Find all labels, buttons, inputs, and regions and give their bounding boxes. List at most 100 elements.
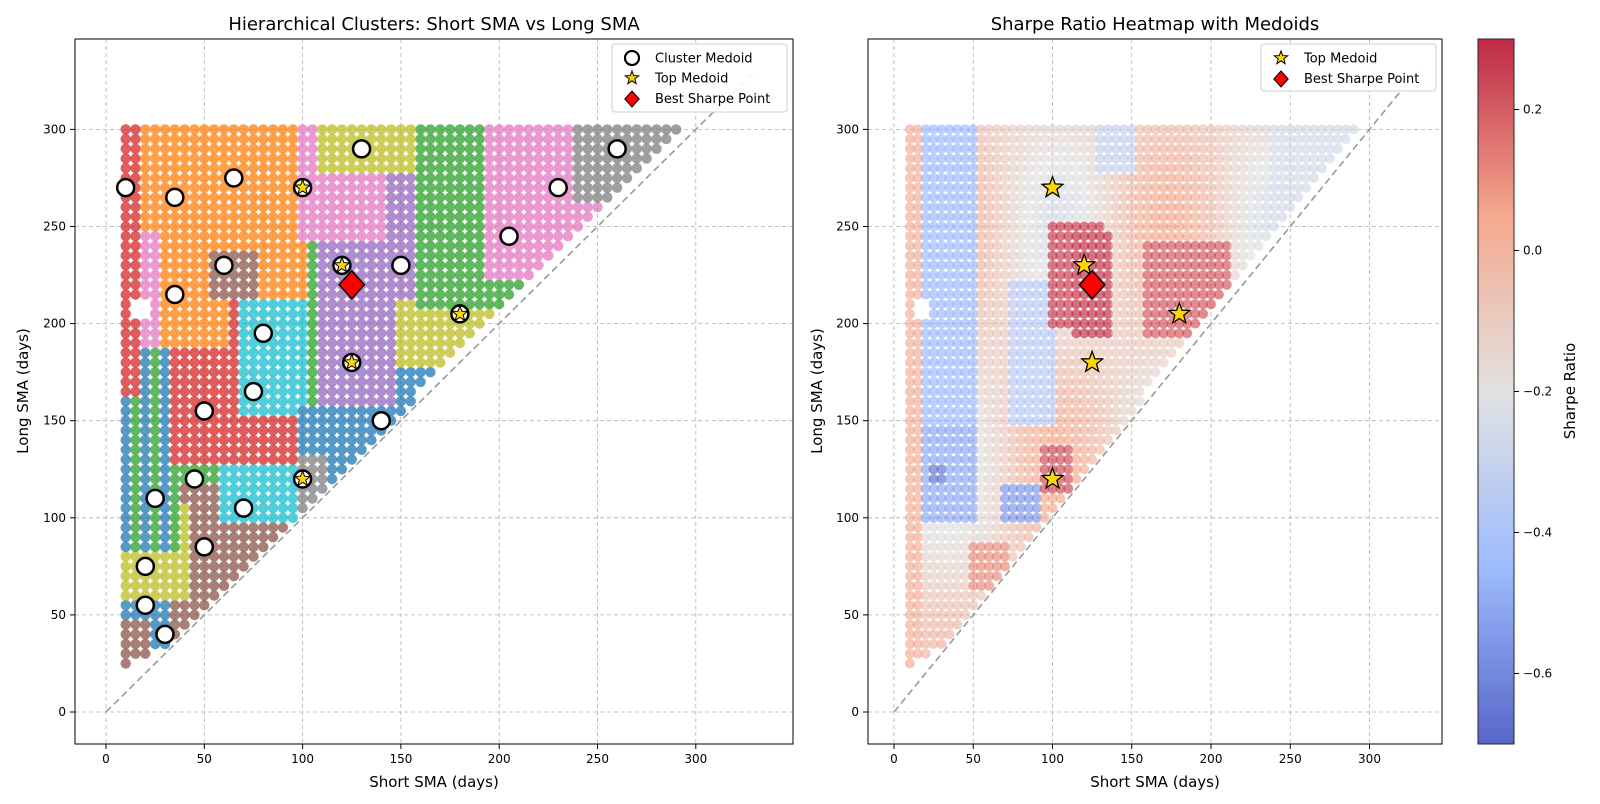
- heatmap-point: [1039, 173, 1050, 183]
- heatmap-point: [1039, 289, 1050, 300]
- scatter-point: [267, 396, 279, 407]
- heatmap-point: [1000, 425, 1010, 436]
- heatmap-point: [1166, 231, 1177, 242]
- heatmap-point: [1174, 182, 1185, 193]
- heatmap-point: [992, 396, 1002, 407]
- scatter-point: [405, 153, 416, 164]
- scatter-point: [307, 299, 318, 310]
- scatter-point: [120, 279, 131, 290]
- heatmap-point: [920, 182, 931, 193]
- scatter-point: [248, 512, 259, 523]
- heatmap-point: [1000, 318, 1010, 329]
- scatter-point: [356, 211, 367, 222]
- heatmap-point: [1348, 124, 1359, 135]
- scatter-point: [120, 405, 131, 417]
- scatter-point: [415, 182, 426, 193]
- heatmap-point: [992, 260, 1002, 271]
- scatter-point: [248, 201, 259, 213]
- heatmap-point: [936, 124, 947, 135]
- scatter-point: [425, 279, 436, 290]
- heatmap-point: [1000, 240, 1010, 251]
- scatter-point: [159, 473, 171, 485]
- heatmap-point: [904, 153, 915, 164]
- heatmap-point: [1206, 153, 1216, 164]
- heatmap-point: [904, 192, 915, 203]
- right-heatmap-points: [904, 124, 1359, 669]
- scatter-point: [120, 337, 131, 349]
- heatmap-point: [1126, 260, 1137, 271]
- scatter-point: [346, 425, 357, 436]
- scatter-point: [169, 318, 180, 329]
- heatmap-point: [952, 464, 963, 475]
- scatter-point: [376, 269, 387, 281]
- heatmap-point: [1055, 386, 1066, 397]
- heatmap-point: [928, 240, 939, 251]
- scatter-point: [326, 367, 338, 378]
- heatmap-point: [1110, 299, 1121, 310]
- heatmap-point: [944, 143, 955, 154]
- heatmap-point: [976, 522, 987, 533]
- scatter-point: [366, 124, 377, 135]
- scatter-point: [120, 201, 131, 213]
- scatter-point: [169, 269, 180, 281]
- scatter-point: [317, 308, 328, 320]
- cluster-medoid: [194, 537, 215, 557]
- scatter-point: [267, 192, 279, 203]
- scatter-point: [179, 454, 190, 465]
- scatter-point: [435, 163, 446, 174]
- scatter-point: [287, 163, 298, 174]
- heatmap-point: [1055, 338, 1066, 348]
- heatmap-point: [1007, 376, 1018, 387]
- scatter-point: [130, 580, 141, 591]
- scatter-point: [238, 133, 249, 145]
- scatter-point: [277, 464, 289, 475]
- scatter-point: [297, 337, 308, 349]
- heatmap-point: [904, 182, 915, 193]
- heatmap-point: [1055, 347, 1066, 358]
- heatmap-point: [1103, 435, 1113, 446]
- heatmap-point: [1277, 182, 1288, 193]
- scatter-point: [356, 396, 367, 407]
- heatmap-point: [1000, 551, 1010, 562]
- heatmap-point: [936, 260, 947, 271]
- scatter-point: [444, 279, 456, 290]
- heatmap-point: [1063, 299, 1074, 310]
- scatter-point: [366, 250, 377, 261]
- heatmap-point: [968, 464, 979, 475]
- scatter-point: [130, 289, 141, 300]
- heatmap-point: [1110, 338, 1121, 348]
- scatter-point: [238, 143, 249, 154]
- scatter-point: [179, 444, 190, 455]
- heatmap-point: [952, 289, 963, 300]
- scatter-point: [326, 250, 338, 261]
- heatmap-point: [1182, 279, 1193, 290]
- heatmap-point: [952, 192, 963, 203]
- scatter-point: [297, 289, 308, 300]
- heatmap-point: [912, 182, 923, 193]
- scatter-point: [405, 386, 416, 397]
- heatmap-point: [1007, 406, 1018, 416]
- scatter-point: [494, 299, 505, 310]
- heatmap-point: [928, 153, 939, 164]
- scatter-point: [523, 192, 534, 203]
- heatmap-point: [1103, 192, 1113, 203]
- scatter-point: [356, 347, 367, 358]
- heatmap-point: [968, 308, 979, 319]
- scatter-point: [385, 299, 397, 310]
- heatmap-point: [912, 619, 923, 630]
- heatmap-point: [1000, 483, 1010, 494]
- heatmap-point: [944, 289, 955, 300]
- scatter-point: [376, 192, 387, 203]
- scatter-point: [179, 143, 190, 154]
- scatter-point: [405, 221, 416, 232]
- x-tick-label: 250: [586, 752, 609, 766]
- scatter-point: [385, 347, 397, 358]
- scatter-point: [631, 163, 642, 174]
- scatter-point: [543, 153, 554, 164]
- heatmap-point: [1253, 231, 1264, 242]
- scatter-point: [150, 570, 161, 582]
- scatter-point: [435, 231, 446, 242]
- scatter-point: [189, 221, 200, 232]
